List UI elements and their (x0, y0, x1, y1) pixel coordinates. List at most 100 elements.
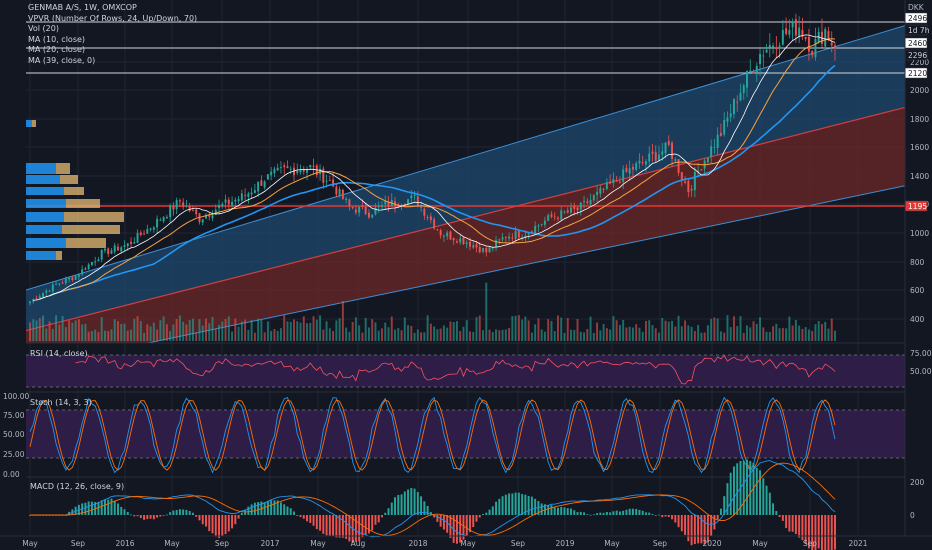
candle-body (71, 277, 74, 280)
volume-bar (622, 319, 625, 341)
candle (644, 159, 647, 172)
macd-histogram-bar (244, 509, 247, 515)
candle (221, 201, 224, 209)
macd-histogram-bar (478, 515, 481, 518)
candle (45, 288, 48, 297)
macd-histogram-bar (302, 515, 305, 519)
macd-histogram-bar (765, 485, 768, 515)
legend-vol[interactable]: Vol (20) (28, 24, 59, 33)
volume-bar (110, 329, 113, 341)
volume-bar (384, 322, 387, 341)
candle-body (433, 219, 436, 229)
volume-bar (103, 330, 106, 341)
macd-histogram-bar (358, 515, 361, 542)
macd-histogram-bar (820, 515, 823, 550)
price-tags: 2496 1d 7h 2460 2296 2120 1195 (904, 12, 930, 212)
time-tick: May (460, 539, 476, 548)
macd-histogram-bar (224, 515, 227, 535)
candle-body (553, 216, 556, 218)
candle-body (423, 208, 426, 216)
macd-histogram-bar (87, 501, 90, 515)
candle (462, 236, 465, 246)
candle (110, 247, 113, 255)
candle (94, 256, 97, 267)
candle-body (165, 216, 168, 219)
volume-bar (827, 328, 830, 341)
candle (426, 214, 429, 221)
macd-histogram-bar (377, 515, 380, 523)
channel-lower-band (26, 107, 905, 343)
macd-histogram-bar (618, 511, 621, 515)
candle-body (84, 268, 87, 270)
volume-bar (319, 315, 322, 341)
macd-histogram-bar (638, 509, 641, 515)
volume-bar (739, 316, 742, 341)
volume-bar (690, 326, 693, 341)
candle-body (341, 189, 344, 199)
volume-bar (94, 329, 97, 341)
volume-bar (697, 325, 700, 341)
candle (211, 210, 214, 222)
volume-bar (726, 315, 729, 341)
candle-body (97, 259, 100, 262)
volume-bar (394, 329, 396, 341)
volume-bar (42, 315, 45, 341)
volume-bar (807, 329, 810, 341)
candle (185, 200, 188, 208)
volume-bar (208, 323, 211, 341)
macd-title[interactable]: MACD (12, 26, close, 9) (30, 482, 125, 491)
volume-bar (765, 331, 768, 341)
legend-ma20[interactable]: MA (20, close) (28, 45, 86, 54)
candle (302, 166, 305, 175)
candle-body (306, 169, 308, 173)
candle (377, 201, 380, 213)
candle (716, 127, 719, 155)
volume-bar (276, 330, 279, 341)
candle-body (260, 180, 263, 186)
candle-body (651, 151, 654, 154)
candle (165, 214, 168, 219)
macd-histogram-bar (293, 511, 295, 515)
candle (266, 174, 269, 180)
candle-body (726, 117, 729, 122)
macd-histogram-bar (491, 506, 494, 515)
macd-histogram-bar (234, 515, 237, 525)
rsi-title[interactable]: RSI (14, close) (30, 349, 88, 358)
macd-histogram-bar (371, 515, 374, 531)
vp-row-down (62, 225, 120, 234)
candle (788, 19, 791, 39)
volume-bar (156, 329, 159, 341)
candle-body (807, 36, 810, 52)
time-tick: May (310, 539, 326, 548)
candle (534, 221, 537, 235)
vp-row-down (56, 251, 62, 260)
macd-histogram-bar (188, 510, 191, 515)
vp-row-up (26, 163, 56, 174)
macd-tick: 0 (910, 511, 915, 520)
macd-histogram-bar (635, 508, 638, 515)
candle (543, 216, 546, 229)
macd-histogram-bar (631, 508, 634, 515)
macd-histogram-bar (804, 515, 807, 545)
stoch-title[interactable]: Stoch (14, 3, 3) (30, 398, 92, 407)
candle-body (514, 231, 517, 239)
candle-body (107, 248, 110, 255)
volume-bar (680, 326, 683, 341)
legend-ma10[interactable]: MA (10, close) (28, 34, 86, 44)
candle-body (387, 202, 390, 207)
candle (674, 157, 677, 163)
macd-histogram-bar (628, 508, 631, 515)
legend-vpvr[interactable]: VPVR (Number Of Rows, 24, Up/Down, 70) (28, 13, 198, 23)
volume-bar (465, 320, 468, 341)
candle-body (674, 159, 677, 161)
volume-bar (335, 320, 338, 341)
volume-bar (671, 320, 674, 341)
candle-body (742, 85, 745, 93)
legend-ma39[interactable]: MA (39, close, 0) (28, 55, 96, 65)
volume-bar (45, 328, 48, 341)
volume-bar (755, 323, 758, 341)
candle-body (201, 219, 204, 223)
macd-histogram-bar (534, 498, 537, 515)
macd-histogram-bar (703, 515, 706, 545)
